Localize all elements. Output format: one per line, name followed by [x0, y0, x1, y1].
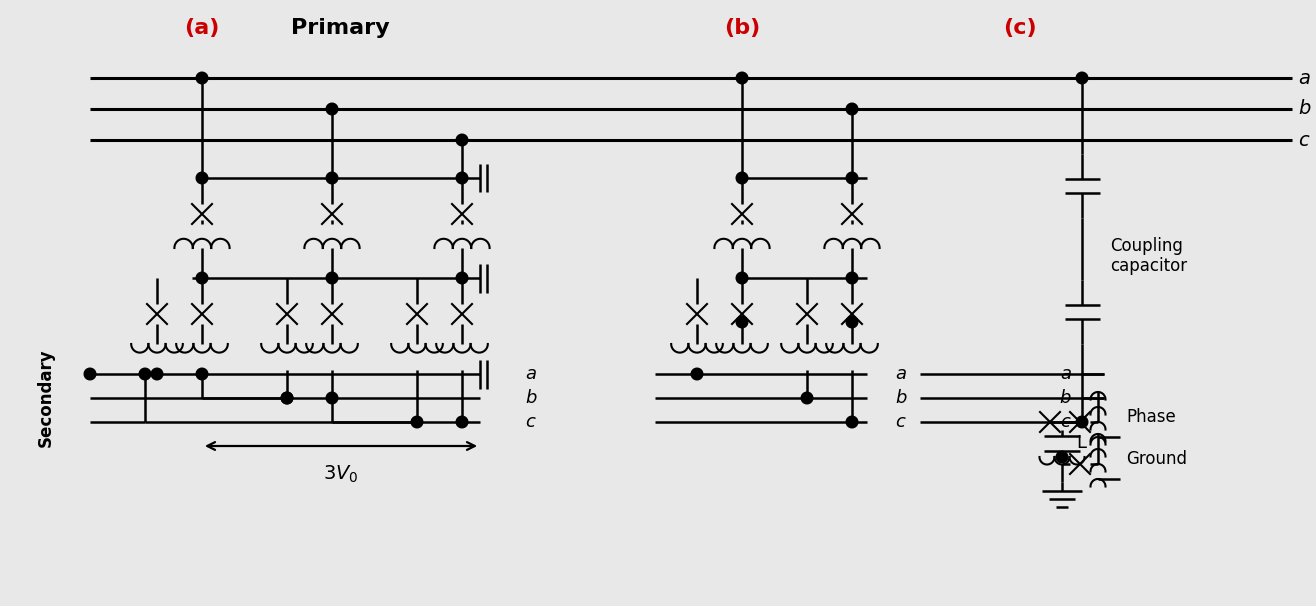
- Text: $3V_0$: $3V_0$: [324, 464, 359, 485]
- Circle shape: [326, 272, 338, 284]
- Circle shape: [196, 72, 208, 84]
- Text: $b$: $b$: [525, 389, 537, 407]
- Circle shape: [196, 368, 208, 380]
- Circle shape: [326, 172, 338, 184]
- Circle shape: [1076, 416, 1088, 428]
- Text: $a$: $a$: [1061, 365, 1073, 383]
- Text: Secondary: Secondary: [37, 348, 55, 447]
- Text: Primary: Primary: [291, 18, 390, 38]
- Text: $b$: $b$: [895, 389, 908, 407]
- Text: $b$: $b$: [1059, 389, 1073, 407]
- Circle shape: [411, 416, 422, 428]
- Text: Coupling
capacitor: Coupling capacitor: [1109, 236, 1187, 275]
- Circle shape: [691, 368, 703, 380]
- Circle shape: [457, 416, 467, 428]
- Text: (a): (a): [184, 18, 220, 38]
- Circle shape: [84, 368, 96, 380]
- Text: Phase: Phase: [1126, 408, 1175, 426]
- Circle shape: [736, 72, 747, 84]
- Circle shape: [326, 392, 338, 404]
- Text: (b): (b): [724, 18, 761, 38]
- Text: (c): (c): [1003, 18, 1037, 38]
- Text: $c$: $c$: [1061, 413, 1073, 431]
- Text: L: L: [1076, 435, 1086, 453]
- Text: $a$: $a$: [525, 365, 537, 383]
- Circle shape: [736, 316, 747, 328]
- Text: $a$: $a$: [895, 365, 907, 383]
- Circle shape: [1057, 451, 1067, 463]
- Circle shape: [196, 272, 208, 284]
- Circle shape: [139, 368, 151, 380]
- Circle shape: [151, 368, 163, 380]
- Circle shape: [196, 172, 208, 184]
- Text: $b$: $b$: [1298, 99, 1312, 119]
- Text: Ground: Ground: [1126, 450, 1187, 468]
- Circle shape: [326, 103, 338, 115]
- Circle shape: [457, 272, 467, 284]
- Circle shape: [846, 416, 858, 428]
- Text: $c$: $c$: [1298, 130, 1311, 150]
- Circle shape: [846, 316, 858, 328]
- Circle shape: [846, 172, 858, 184]
- Circle shape: [1076, 72, 1088, 84]
- Text: $c$: $c$: [525, 413, 537, 431]
- Circle shape: [457, 134, 467, 146]
- Circle shape: [846, 272, 858, 284]
- Circle shape: [846, 103, 858, 115]
- Circle shape: [457, 172, 467, 184]
- Text: $a$: $a$: [1298, 68, 1311, 87]
- Circle shape: [736, 172, 747, 184]
- Circle shape: [801, 392, 813, 404]
- Circle shape: [282, 392, 292, 404]
- Circle shape: [736, 272, 747, 284]
- Text: $c$: $c$: [895, 413, 907, 431]
- Circle shape: [282, 392, 292, 404]
